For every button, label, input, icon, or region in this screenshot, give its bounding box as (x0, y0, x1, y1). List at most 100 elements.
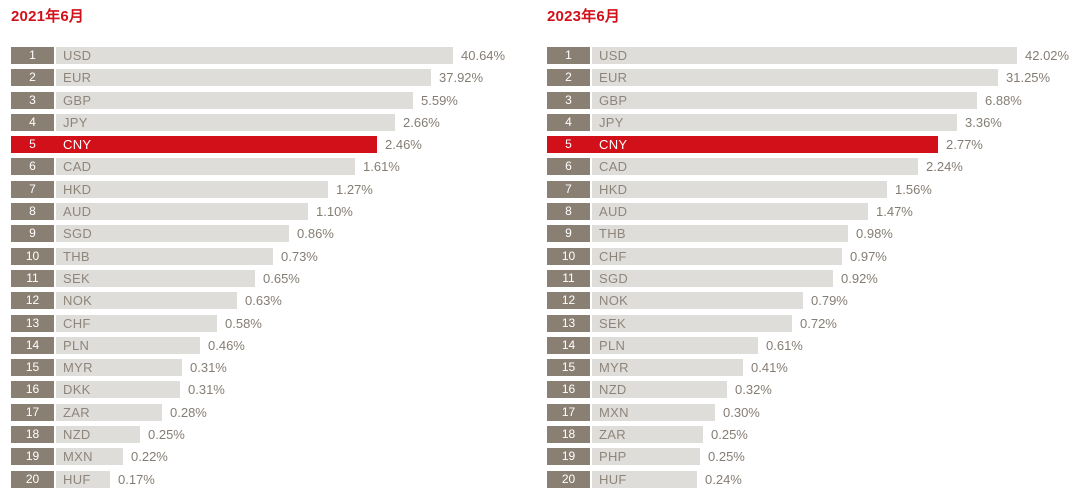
currency-code-label: CNY (63, 137, 92, 153)
badge-bar-gap (54, 336, 56, 354)
value-bar: PLN (56, 336, 200, 354)
currency-code-label: MYR (63, 360, 93, 376)
rank-badge: 15 (11, 359, 54, 377)
chart-row-thb: 9 THB 0.98% (547, 225, 1069, 243)
rank-badge: 1 (547, 47, 590, 64)
badge-bar-gap (590, 448, 592, 466)
value-bar: MXN (56, 448, 123, 466)
percentage-label: 5.59% (421, 92, 458, 108)
value-bar: GBP (592, 91, 977, 109)
chart-row-jpy: 4 JPY 2.66% (11, 113, 505, 131)
rank-badge: 19 (547, 448, 590, 466)
value-bar: CHF (56, 314, 217, 332)
chart-row-sek: 13 SEK 0.72% (547, 314, 1069, 332)
chart-row-mxn: 17 MXN 0.30% (547, 403, 1069, 421)
value-bar: SGD (56, 225, 289, 243)
currency-code-label: AUD (599, 204, 628, 220)
rank-badge: 18 (547, 426, 590, 444)
percentage-label: 0.79% (811, 293, 848, 309)
value-bar: HKD (592, 180, 887, 198)
chart-row-nok: 12 NOK 0.79% (547, 292, 1069, 310)
value-bar: EUR (592, 69, 998, 87)
badge-bar-gap (590, 314, 592, 332)
value-bar: NZD (592, 381, 727, 399)
currency-code-label: SGD (599, 270, 629, 286)
badge-bar-gap (54, 359, 56, 377)
value-bar: MXN (592, 403, 715, 421)
percentage-label: 1.61% (363, 159, 400, 175)
value-bar: ZAR (592, 426, 703, 444)
currency-code-label: HKD (599, 181, 628, 197)
percentage-label: 40.64% (461, 48, 506, 63)
currency-code-label: HUF (63, 471, 91, 487)
currency-code-label: MXN (63, 449, 93, 465)
rank-badge: 11 (11, 269, 54, 287)
chart-row-aud: 8 AUD 1.47% (547, 203, 1069, 221)
value-bar: CAD (56, 158, 355, 176)
chart-row-chf: 13 CHF 0.58% (11, 314, 505, 332)
currency-code-label: USD (63, 48, 92, 63)
rank-badge: 10 (547, 247, 590, 265)
rank-badge: 9 (11, 225, 54, 243)
percentage-label: 0.98% (856, 226, 893, 242)
currency-code-label: NZD (63, 427, 91, 443)
value-bar: CAD (592, 158, 918, 176)
currency-code-label: JPY (63, 114, 88, 130)
value-bar: HUF (592, 470, 697, 488)
value-bar: ZAR (56, 403, 162, 421)
currency-code-label: PHP (599, 449, 627, 465)
chart-row-aud: 8 AUD 1.10% (11, 203, 505, 221)
chart-row-dkk: 16 DKK 0.31% (11, 381, 505, 399)
rank-badge: 19 (11, 448, 54, 466)
badge-bar-gap (54, 158, 56, 176)
chart-row-mxn: 19 MXN 0.22% (11, 448, 505, 466)
rank-badge: 20 (11, 470, 54, 488)
currency-code-label: SGD (63, 226, 93, 242)
percentage-label: 37.92% (439, 70, 484, 86)
badge-bar-gap (590, 180, 592, 198)
currency-code-label: CAD (63, 159, 92, 175)
currency-code-label: NZD (599, 382, 627, 398)
currency-code-label: EUR (63, 70, 92, 86)
badge-bar-gap (54, 381, 56, 399)
chart-row-huf: 20 HUF 0.24% (547, 470, 1069, 488)
percentage-label: 0.22% (131, 449, 168, 465)
percentage-label: 0.24% (705, 471, 742, 487)
percentage-label: 0.17% (118, 471, 155, 487)
value-bar: NZD (56, 426, 140, 444)
badge-bar-gap (54, 113, 56, 131)
currency-code-label: ZAR (599, 427, 626, 443)
chart-row-usd: 1 USD 42.02% (547, 47, 1069, 64)
rank-badge: 2 (11, 69, 54, 87)
percentage-label: 0.86% (297, 226, 334, 242)
percentage-label: 1.47% (876, 204, 913, 220)
value-bar: CNY (56, 136, 377, 154)
percentage-label: 0.25% (708, 449, 745, 465)
value-bar: HUF (56, 470, 110, 488)
chart-june-2021: 2021年6月 1 USD 40.64% 2 EUR 37.92% 3 GBP 5.59% 4 JP… (11, 8, 505, 488)
badge-bar-gap (590, 381, 592, 399)
chart-row-cad: 6 CAD 2.24% (547, 158, 1069, 176)
value-bar: DKK (56, 381, 180, 399)
rank-badge: 17 (11, 403, 54, 421)
badge-bar-gap (54, 203, 56, 221)
currency-code-label: USD (599, 48, 628, 63)
value-bar: THB (56, 247, 273, 265)
chart-row-usd: 1 USD 40.64% (11, 47, 505, 64)
currency-code-label: CHF (63, 315, 91, 331)
badge-bar-gap (54, 470, 56, 488)
percentage-label: 0.30% (723, 404, 760, 420)
percentage-label: 0.58% (225, 315, 262, 331)
value-bar: NOK (56, 292, 237, 310)
badge-bar-gap (590, 336, 592, 354)
badge-bar-gap (54, 426, 56, 444)
percentage-label: 2.46% (385, 137, 422, 153)
percentage-label: 0.97% (850, 248, 887, 264)
chart-row-nzd: 16 NZD 0.32% (547, 381, 1069, 399)
rank-badge: 17 (547, 403, 590, 421)
currency-code-label: MXN (599, 404, 629, 420)
badge-bar-gap (590, 113, 592, 131)
currency-code-label: CHF (599, 248, 627, 264)
badge-bar-gap (590, 47, 592, 64)
percentage-label: 0.25% (711, 427, 748, 443)
